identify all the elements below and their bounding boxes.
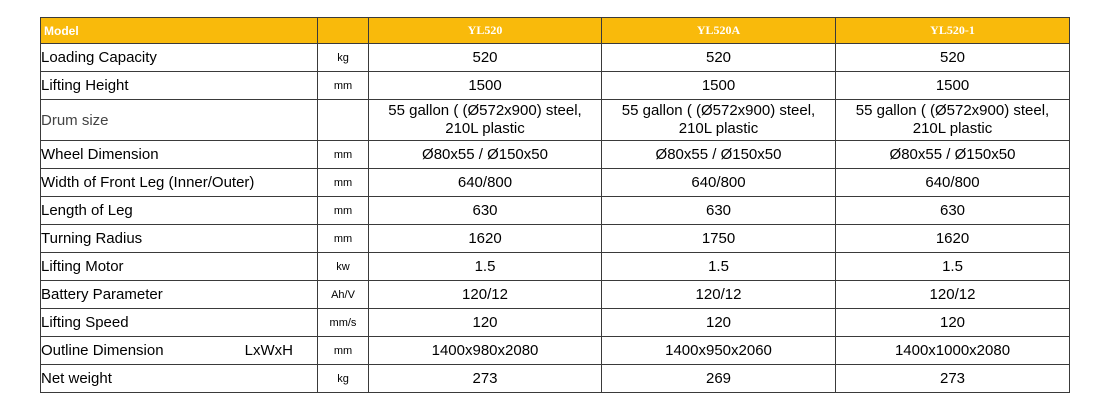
model-name-2: YL520A: [601, 17, 836, 44]
row-unit: mm: [317, 336, 369, 365]
unit-header: [317, 17, 369, 44]
cell-value: 273: [368, 364, 602, 393]
cell-value: 1400x950x2060: [601, 336, 836, 365]
table-row: Lifting Speed mm/s 120 120 120: [40, 308, 1070, 337]
cell-value: 55 gallon ( (Ø572x900) steel, 210L plast…: [835, 99, 1070, 141]
row-label: Net weight: [40, 364, 318, 393]
row-unit: mm: [317, 196, 369, 225]
model-name-1: YL520: [368, 17, 602, 44]
cell-value: 1500: [368, 71, 602, 100]
row-label: Drum size: [40, 99, 318, 141]
row-unit: mm: [317, 224, 369, 253]
row-unit: mm: [317, 140, 369, 169]
cell-text: 55 gallon ( (Ø572x900) steel, 210L plast…: [621, 102, 816, 137]
row-unit: kg: [317, 364, 369, 393]
row-label: Lifting Height: [40, 71, 318, 100]
cell-value: 630: [368, 196, 602, 225]
row-label: Loading Capacity: [40, 43, 318, 72]
row-label: Length of Leg: [40, 196, 318, 225]
row-unit: mm/s: [317, 308, 369, 337]
table-row: Net weight kg 273 269 273: [40, 364, 1070, 393]
row-label-text: Outline Dimension: [41, 342, 164, 359]
row-unit: [317, 99, 369, 141]
table-row: Width of Front Leg (Inner/Outer) mm 640/…: [40, 168, 1070, 197]
cell-value: 630: [601, 196, 836, 225]
cell-value: Ø80x55 / Ø150x50: [368, 140, 602, 169]
row-unit: kw: [317, 252, 369, 281]
cell-value: 120/12: [835, 280, 1070, 309]
table-row: Wheel Dimension mm Ø80x55 / Ø150x50 Ø80x…: [40, 140, 1070, 169]
cell-value: 630: [835, 196, 1070, 225]
cell-value: 520: [601, 43, 836, 72]
cell-value: 1620: [368, 224, 602, 253]
row-label: Battery Parameter: [40, 280, 318, 309]
cell-value: 520: [368, 43, 602, 72]
cell-value: 1750: [601, 224, 836, 253]
cell-value: 55 gallon ( (Ø572x900) steel, 210L plast…: [601, 99, 836, 141]
cell-text: 55 gallon ( (Ø572x900) steel, 210L plast…: [855, 102, 1050, 137]
row-unit: mm: [317, 71, 369, 100]
table-row: Lifting Motor kw 1.5 1.5 1.5: [40, 252, 1070, 281]
cell-text: 55 gallon ( (Ø572x900) steel, 210L plast…: [388, 102, 582, 137]
row-unit: mm: [317, 168, 369, 197]
header-row: Model YL520 YL520A YL520-1: [40, 17, 1070, 44]
table-row: Length of Leg mm 630 630 630: [40, 196, 1070, 225]
row-label: Lifting Speed: [40, 308, 318, 337]
row-label-suffix: LxWxH: [244, 342, 293, 359]
model-name-3: YL520-1: [835, 17, 1070, 44]
spec-table: Model YL520 YL520A YL520-1 Loading Capac…: [40, 17, 1070, 393]
cell-value: 1.5: [368, 252, 602, 281]
cell-value: 120: [368, 308, 602, 337]
cell-value: Ø80x55 / Ø150x50: [601, 140, 836, 169]
cell-value: Ø80x55 / Ø150x50: [835, 140, 1070, 169]
table-row: Turning Radius mm 1620 1750 1620: [40, 224, 1070, 253]
row-label: Lifting Motor: [40, 252, 318, 281]
cell-value: 1400x1000x2080: [835, 336, 1070, 365]
cell-value: 120: [835, 308, 1070, 337]
table-row: Lifting Height mm 1500 1500 1500: [40, 71, 1070, 100]
cell-value: 520: [835, 43, 1070, 72]
cell-value: 1400x980x2080: [368, 336, 602, 365]
cell-value: 55 gallon ( (Ø572x900) steel, 210L plast…: [368, 99, 602, 141]
cell-value: 273: [835, 364, 1070, 393]
table-row: Battery Parameter Ah/V 120/12 120/12 120…: [40, 280, 1070, 309]
cell-value: 1500: [835, 71, 1070, 100]
cell-value: 120/12: [368, 280, 602, 309]
row-unit: kg: [317, 43, 369, 72]
table-row: Drum size 55 gallon ( (Ø572x900) steel, …: [40, 99, 1070, 141]
cell-value: 120/12: [601, 280, 836, 309]
cell-value: 1500: [601, 71, 836, 100]
cell-value: 640/800: [368, 168, 602, 197]
row-label: Outline Dimension LxWxH: [40, 336, 318, 365]
cell-value: 1.5: [835, 252, 1070, 281]
table-row: Loading Capacity kg 520 520 520: [40, 43, 1070, 72]
cell-value: 640/800: [835, 168, 1070, 197]
row-label: Turning Radius: [40, 224, 318, 253]
row-label: Width of Front Leg (Inner/Outer): [40, 168, 318, 197]
cell-value: 269: [601, 364, 836, 393]
cell-value: 120: [601, 308, 836, 337]
cell-value: 1620: [835, 224, 1070, 253]
cell-value: 1.5: [601, 252, 836, 281]
row-unit: Ah/V: [317, 280, 369, 309]
cell-value: 640/800: [601, 168, 836, 197]
table-row: Outline Dimension LxWxH mm 1400x980x2080…: [40, 336, 1070, 365]
model-header: Model: [40, 17, 318, 44]
row-label: Wheel Dimension: [40, 140, 318, 169]
